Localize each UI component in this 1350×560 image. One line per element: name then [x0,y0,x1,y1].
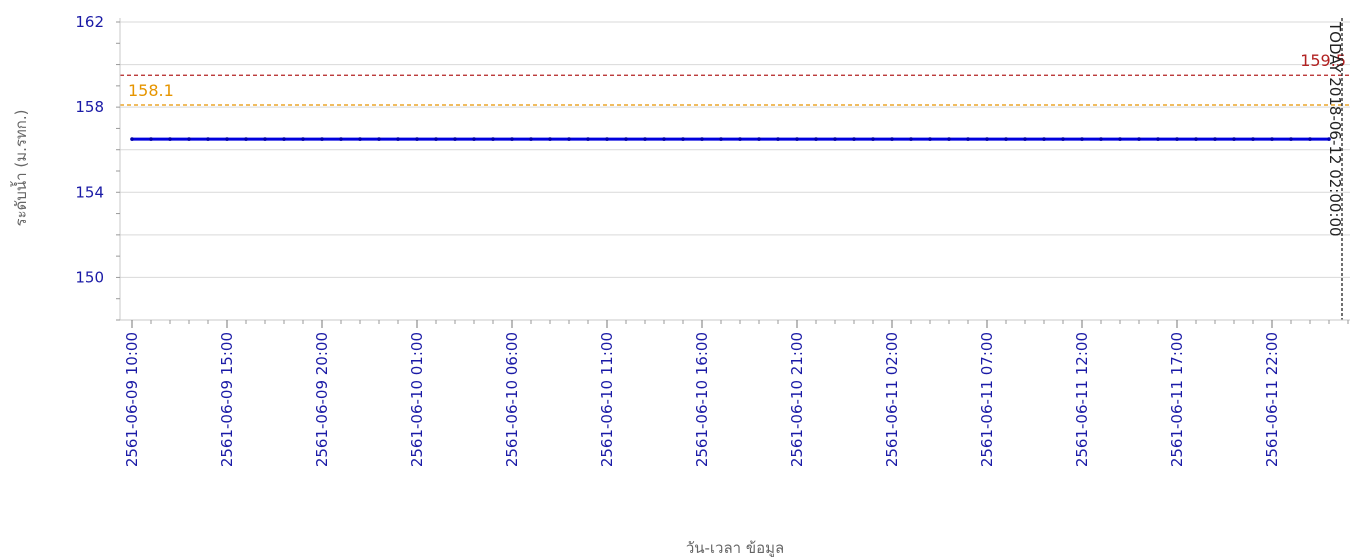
data-point [130,137,134,141]
data-point [662,137,666,141]
x-tick-label: 2561-06-11 02:00 [883,332,901,467]
data-point [149,137,153,141]
data-point [1156,137,1160,141]
y-tick-label: 158 [75,98,104,116]
data-point [453,137,457,141]
x-tick-label: 2561-06-09 20:00 [313,332,331,467]
data-point [795,137,799,141]
data-point [700,137,704,141]
data-point [339,137,343,141]
data-point [1270,137,1274,141]
data-point [814,137,818,141]
current-time-label: TODAY 2018-06-12 02:00:00 [1326,21,1344,237]
x-tick-label: 2561-06-10 06:00 [503,332,521,467]
data-point [396,137,400,141]
data-point [529,137,533,141]
x-tick-label: 2561-06-10 01:00 [408,332,426,467]
data-point [757,137,761,141]
x-tick-label: 2561-06-10 16:00 [693,332,711,467]
x-tick-label: 2561-06-10 11:00 [598,332,616,467]
data-point [871,137,875,141]
y-tick-label: 150 [75,268,104,286]
data-point [1175,137,1179,141]
x-axis-title: วัน-เวลา ข้อมูล [686,539,784,557]
y-axis-title: ระดับน้ำ (ม.รทก.) [10,110,30,227]
data-point [624,137,628,141]
data-point [1251,137,1255,141]
data-point [168,137,172,141]
data-point [909,137,913,141]
data-point [1289,137,1293,141]
reference-line-label: 158.1 [128,81,174,100]
data-point [1023,137,1027,141]
series-layer [130,137,1331,141]
data-point [776,137,780,141]
data-point [548,137,552,141]
y-tick-label: 154 [75,183,104,201]
x-tick-label: 2561-06-09 10:00 [123,332,141,467]
y-tick-label: 162 [75,13,104,31]
data-point [377,137,381,141]
data-point [1327,137,1331,141]
data-point [1137,137,1141,141]
data-point [738,137,742,141]
grid-lines [120,21,1350,278]
data-point [358,137,362,141]
data-point [890,137,894,141]
data-point [1099,137,1103,141]
data-point [510,137,514,141]
data-point [985,137,989,141]
data-point [206,137,210,141]
data-point [282,137,286,141]
data-point [643,137,647,141]
data-point [244,137,248,141]
data-point [1080,137,1084,141]
data-point [491,137,495,141]
x-tick-label: 2561-06-10 21:00 [788,332,806,467]
data-point [415,137,419,141]
x-tick-label: 2561-06-11 22:00 [1263,332,1281,467]
data-point [966,137,970,141]
data-point [1118,137,1122,141]
data-point [1194,137,1198,141]
data-point [263,137,267,141]
data-point [681,137,685,141]
x-tick-label: 2561-06-11 12:00 [1073,332,1091,467]
data-point [852,137,856,141]
data-point [586,137,590,141]
data-point [1061,137,1065,141]
data-point [187,137,191,141]
data-point [947,137,951,141]
data-point [320,137,324,141]
data-point [605,137,609,141]
data-point [567,137,571,141]
data-point [1042,137,1046,141]
data-point [1232,137,1236,141]
data-point [472,137,476,141]
data-point [1213,137,1217,141]
reference-line-label: 159.5 [1300,51,1346,70]
x-tick-label: 2561-06-11 17:00 [1168,332,1186,467]
data-point [1004,137,1008,141]
data-point [1308,137,1312,141]
data-point [301,137,305,141]
x-tick-label: 2561-06-11 07:00 [978,332,996,467]
x-tick-label: 2561-06-09 15:00 [218,332,236,467]
data-point [225,137,229,141]
reference-lines: 159.5 158.1 TODAY 2018-06-12 02:00:00 [120,18,1350,320]
data-point [833,137,837,141]
data-point [434,137,438,141]
axes: 150 154 158 162 2561-06-09 10:00 2561-06-09 1… [75,13,1350,467]
data-point [928,137,932,141]
data-point [719,137,723,141]
